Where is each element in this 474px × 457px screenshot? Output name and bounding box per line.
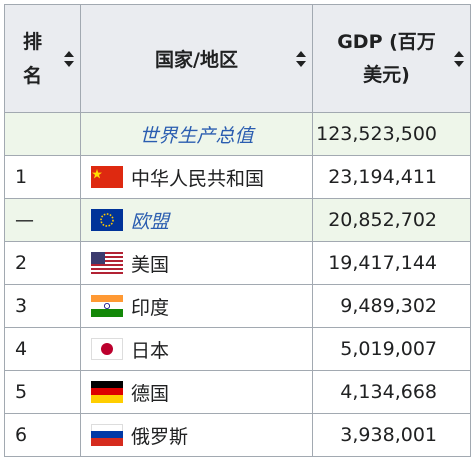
flag xyxy=(91,209,123,231)
country-cell: 世界生产总值 xyxy=(80,112,313,156)
country-name: 日本 xyxy=(131,339,170,362)
country-name: 印度 xyxy=(131,296,170,319)
country-name: 欧盟 xyxy=(131,210,170,233)
row: 5 德国 4,134,668 xyxy=(4,370,471,414)
gdp-cell: 5,019,007 xyxy=(312,327,471,371)
rank-cell: — xyxy=(4,198,81,242)
row: 3 印度 9,489,302 xyxy=(4,284,471,328)
gdp-cell: 19,417,144 xyxy=(312,241,471,285)
row: 1 中华人民共和国 23,194,411 xyxy=(4,155,471,199)
country-cell: 美国 xyxy=(80,241,313,285)
header-text: 排名 xyxy=(22,30,42,87)
header-row: 排名 国家/地区 GDP (百万美元) xyxy=(4,4,471,113)
gdp-cell: 3,938,001 xyxy=(312,413,471,457)
rank-header[interactable]: 排名 xyxy=(4,4,81,113)
country-name: 美国 xyxy=(131,253,170,276)
gdp-cell: 9,489,302 xyxy=(312,284,471,328)
header-text: 国家/地区 xyxy=(155,49,238,71)
gdp-table: 排名 国家/地区 GDP (百万美元) 世界生产总值 123,523,500 1… xyxy=(4,4,471,457)
row: 4 日本 5,019,007 xyxy=(4,327,471,371)
country-cell: 日本 xyxy=(80,327,313,371)
flag xyxy=(91,166,123,188)
flag xyxy=(91,338,123,360)
flag xyxy=(91,381,123,403)
rank-cell: 4 xyxy=(4,327,81,371)
country-cell: 欧盟 xyxy=(80,198,313,242)
sort-icon xyxy=(454,51,464,67)
country-cell: 德国 xyxy=(80,370,313,414)
flag xyxy=(91,424,123,446)
rank-cell: 1 xyxy=(4,155,81,199)
rank-cell: 3 xyxy=(4,284,81,328)
flag xyxy=(91,295,123,317)
row: 2 美国 19,417,144 xyxy=(4,241,471,285)
gdp-cell: 23,194,411 xyxy=(312,155,471,199)
sort-icon xyxy=(296,51,306,67)
country-cell: 俄罗斯 xyxy=(80,413,313,457)
country-name: 俄罗斯 xyxy=(131,425,189,448)
sort-icon xyxy=(64,51,74,67)
country-cell: 印度 xyxy=(80,284,313,328)
header-text: GDP (百万美元) xyxy=(337,30,436,86)
gdp-header[interactable]: GDP (百万美元) xyxy=(312,4,471,113)
country-name: 德国 xyxy=(131,382,170,405)
row: 6 俄罗斯 3,938,001 xyxy=(4,413,471,457)
country-header[interactable]: 国家/地区 xyxy=(80,4,313,113)
country-name: 中华人民共和国 xyxy=(131,167,265,190)
gdp-cell: 123,523,500 xyxy=(312,112,471,156)
rank-cell: 2 xyxy=(4,241,81,285)
rank-cell xyxy=(4,112,81,156)
gdp-cell: 4,134,668 xyxy=(312,370,471,414)
gdp-cell: 20,852,702 xyxy=(312,198,471,242)
row: — 欧盟 20,852,702 xyxy=(4,198,471,242)
country-cell: 中华人民共和国 xyxy=(80,155,313,199)
flag xyxy=(91,252,123,274)
row: 世界生产总值 123,523,500 xyxy=(4,112,471,156)
rank-cell: 6 xyxy=(4,413,81,457)
rank-cell: 5 xyxy=(4,370,81,414)
